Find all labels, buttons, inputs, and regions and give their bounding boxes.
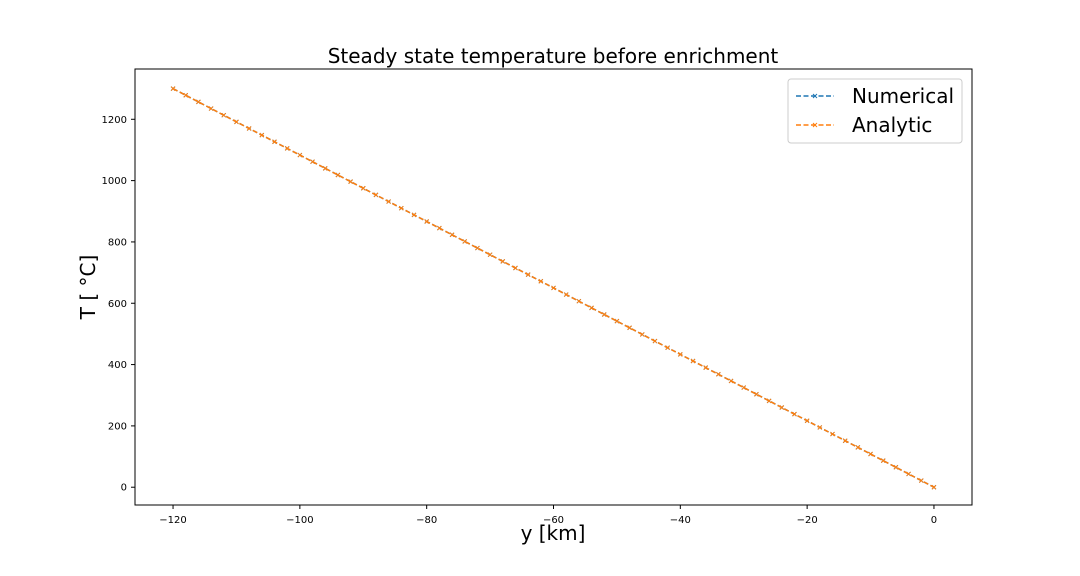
series-point-analytic bbox=[728, 378, 734, 384]
series-point-analytic bbox=[551, 285, 556, 291]
series-point-analytic bbox=[348, 179, 353, 184]
series-point-analytic bbox=[310, 159, 315, 165]
series-point-analytic bbox=[538, 278, 544, 284]
legend-marker-analytic bbox=[812, 122, 818, 128]
x-tick-label: −80 bbox=[416, 515, 437, 526]
series-point-analytic bbox=[880, 458, 886, 463]
series-point-analytic bbox=[246, 126, 252, 131]
legend: Numerical Analytic bbox=[787, 78, 963, 144]
series-point-analytic bbox=[906, 471, 911, 477]
x-tick-label: 0 bbox=[931, 515, 937, 526]
series-point-analytic bbox=[424, 219, 430, 224]
series-point-analytic bbox=[259, 132, 265, 138]
y-tick-label: 800 bbox=[108, 237, 127, 248]
series-point-analytic bbox=[665, 345, 670, 351]
x-tick-label: −20 bbox=[797, 515, 818, 526]
series-point-analytic bbox=[221, 112, 227, 118]
series-point-analytic bbox=[614, 318, 620, 324]
series-point-analytic bbox=[639, 332, 645, 337]
series-point-analytic bbox=[513, 265, 518, 271]
series-point-analytic bbox=[703, 365, 709, 370]
series-point-analytic bbox=[386, 199, 391, 204]
series-point-analytic bbox=[817, 425, 823, 430]
y-tick-label: 400 bbox=[108, 360, 127, 371]
series-point-analytic bbox=[754, 391, 759, 397]
x-tick-label: −120 bbox=[159, 515, 186, 526]
series-point-analytic bbox=[601, 312, 607, 317]
series-point-analytic bbox=[652, 338, 658, 344]
series-point-analytic bbox=[868, 451, 873, 457]
series-point-analytic bbox=[360, 185, 366, 191]
x-tick-label: −60 bbox=[543, 515, 564, 526]
series-point-analytic bbox=[589, 305, 594, 311]
series-point-analytic bbox=[322, 165, 328, 171]
series-point-analytic bbox=[576, 298, 582, 304]
series-point-analytic bbox=[449, 232, 455, 238]
series-point-analytic bbox=[183, 92, 189, 98]
series-point-analytic bbox=[842, 438, 848, 444]
y-axis-ticks: 0 200 400 600 800 1000 1200 bbox=[102, 115, 135, 494]
series-point-analytic bbox=[475, 245, 480, 251]
legend-label-analytic: Analytic bbox=[852, 113, 932, 137]
series-point-analytic bbox=[525, 272, 531, 277]
x-tick-label: −100 bbox=[286, 515, 313, 526]
legend-marker-numerical bbox=[812, 93, 818, 99]
x-axis-ticks: −120 −100 −80 −60 −40 −20 0 bbox=[159, 505, 937, 526]
series-point-analytic bbox=[741, 385, 747, 390]
series-point-analytic bbox=[500, 258, 506, 264]
legend-label-numerical: Numerical bbox=[852, 84, 954, 108]
series-point-analytic bbox=[716, 371, 721, 377]
series-point-analytic bbox=[804, 418, 810, 424]
y-axis-label: T [ °C] bbox=[76, 255, 100, 321]
series-point-analytic bbox=[411, 212, 417, 218]
series-point-analytic bbox=[677, 351, 683, 357]
series-point-analytic bbox=[563, 292, 569, 297]
series-point-analytic bbox=[766, 398, 772, 404]
series-point-analytic bbox=[234, 119, 239, 125]
chart-title: Steady state temperature before enrichme… bbox=[328, 44, 779, 68]
y-tick-label: 200 bbox=[108, 421, 127, 432]
series-point-analytic bbox=[272, 139, 277, 145]
legend-box bbox=[787, 78, 963, 144]
series-point-analytic bbox=[373, 192, 379, 198]
y-tick-label: 1000 bbox=[102, 176, 127, 187]
x-tick-label: −40 bbox=[670, 515, 691, 526]
y-tick-label: 1200 bbox=[102, 115, 127, 126]
series-point-analytic bbox=[297, 152, 303, 158]
series-point-analytic bbox=[487, 252, 493, 258]
series-point-analytic bbox=[690, 358, 696, 364]
series-layer bbox=[170, 86, 937, 490]
series-point-analytic bbox=[398, 205, 404, 211]
series-point-analytic bbox=[627, 325, 632, 331]
series-point-analytic bbox=[284, 146, 290, 151]
series-point-analytic bbox=[918, 478, 924, 483]
series-point-analytic bbox=[437, 225, 442, 231]
series-point-analytic bbox=[170, 86, 176, 91]
series-point-analytic bbox=[779, 405, 785, 410]
y-tick-label: 600 bbox=[108, 299, 127, 310]
series-point-analytic bbox=[196, 99, 201, 105]
series-point-analytic bbox=[462, 239, 468, 244]
y-tick-label: 0 bbox=[121, 483, 127, 494]
series-point-analytic bbox=[855, 445, 861, 450]
series-point-analytic bbox=[335, 172, 341, 178]
x-axis-label: y [km] bbox=[521, 521, 586, 545]
series-point-analytic bbox=[931, 484, 937, 490]
series-point-analytic bbox=[830, 431, 835, 437]
series-point-analytic bbox=[792, 411, 797, 417]
series-point-analytic bbox=[893, 464, 899, 470]
series-point-analytic bbox=[208, 106, 214, 111]
plot-area bbox=[134, 68, 973, 506]
series-analytic bbox=[170, 86, 937, 490]
